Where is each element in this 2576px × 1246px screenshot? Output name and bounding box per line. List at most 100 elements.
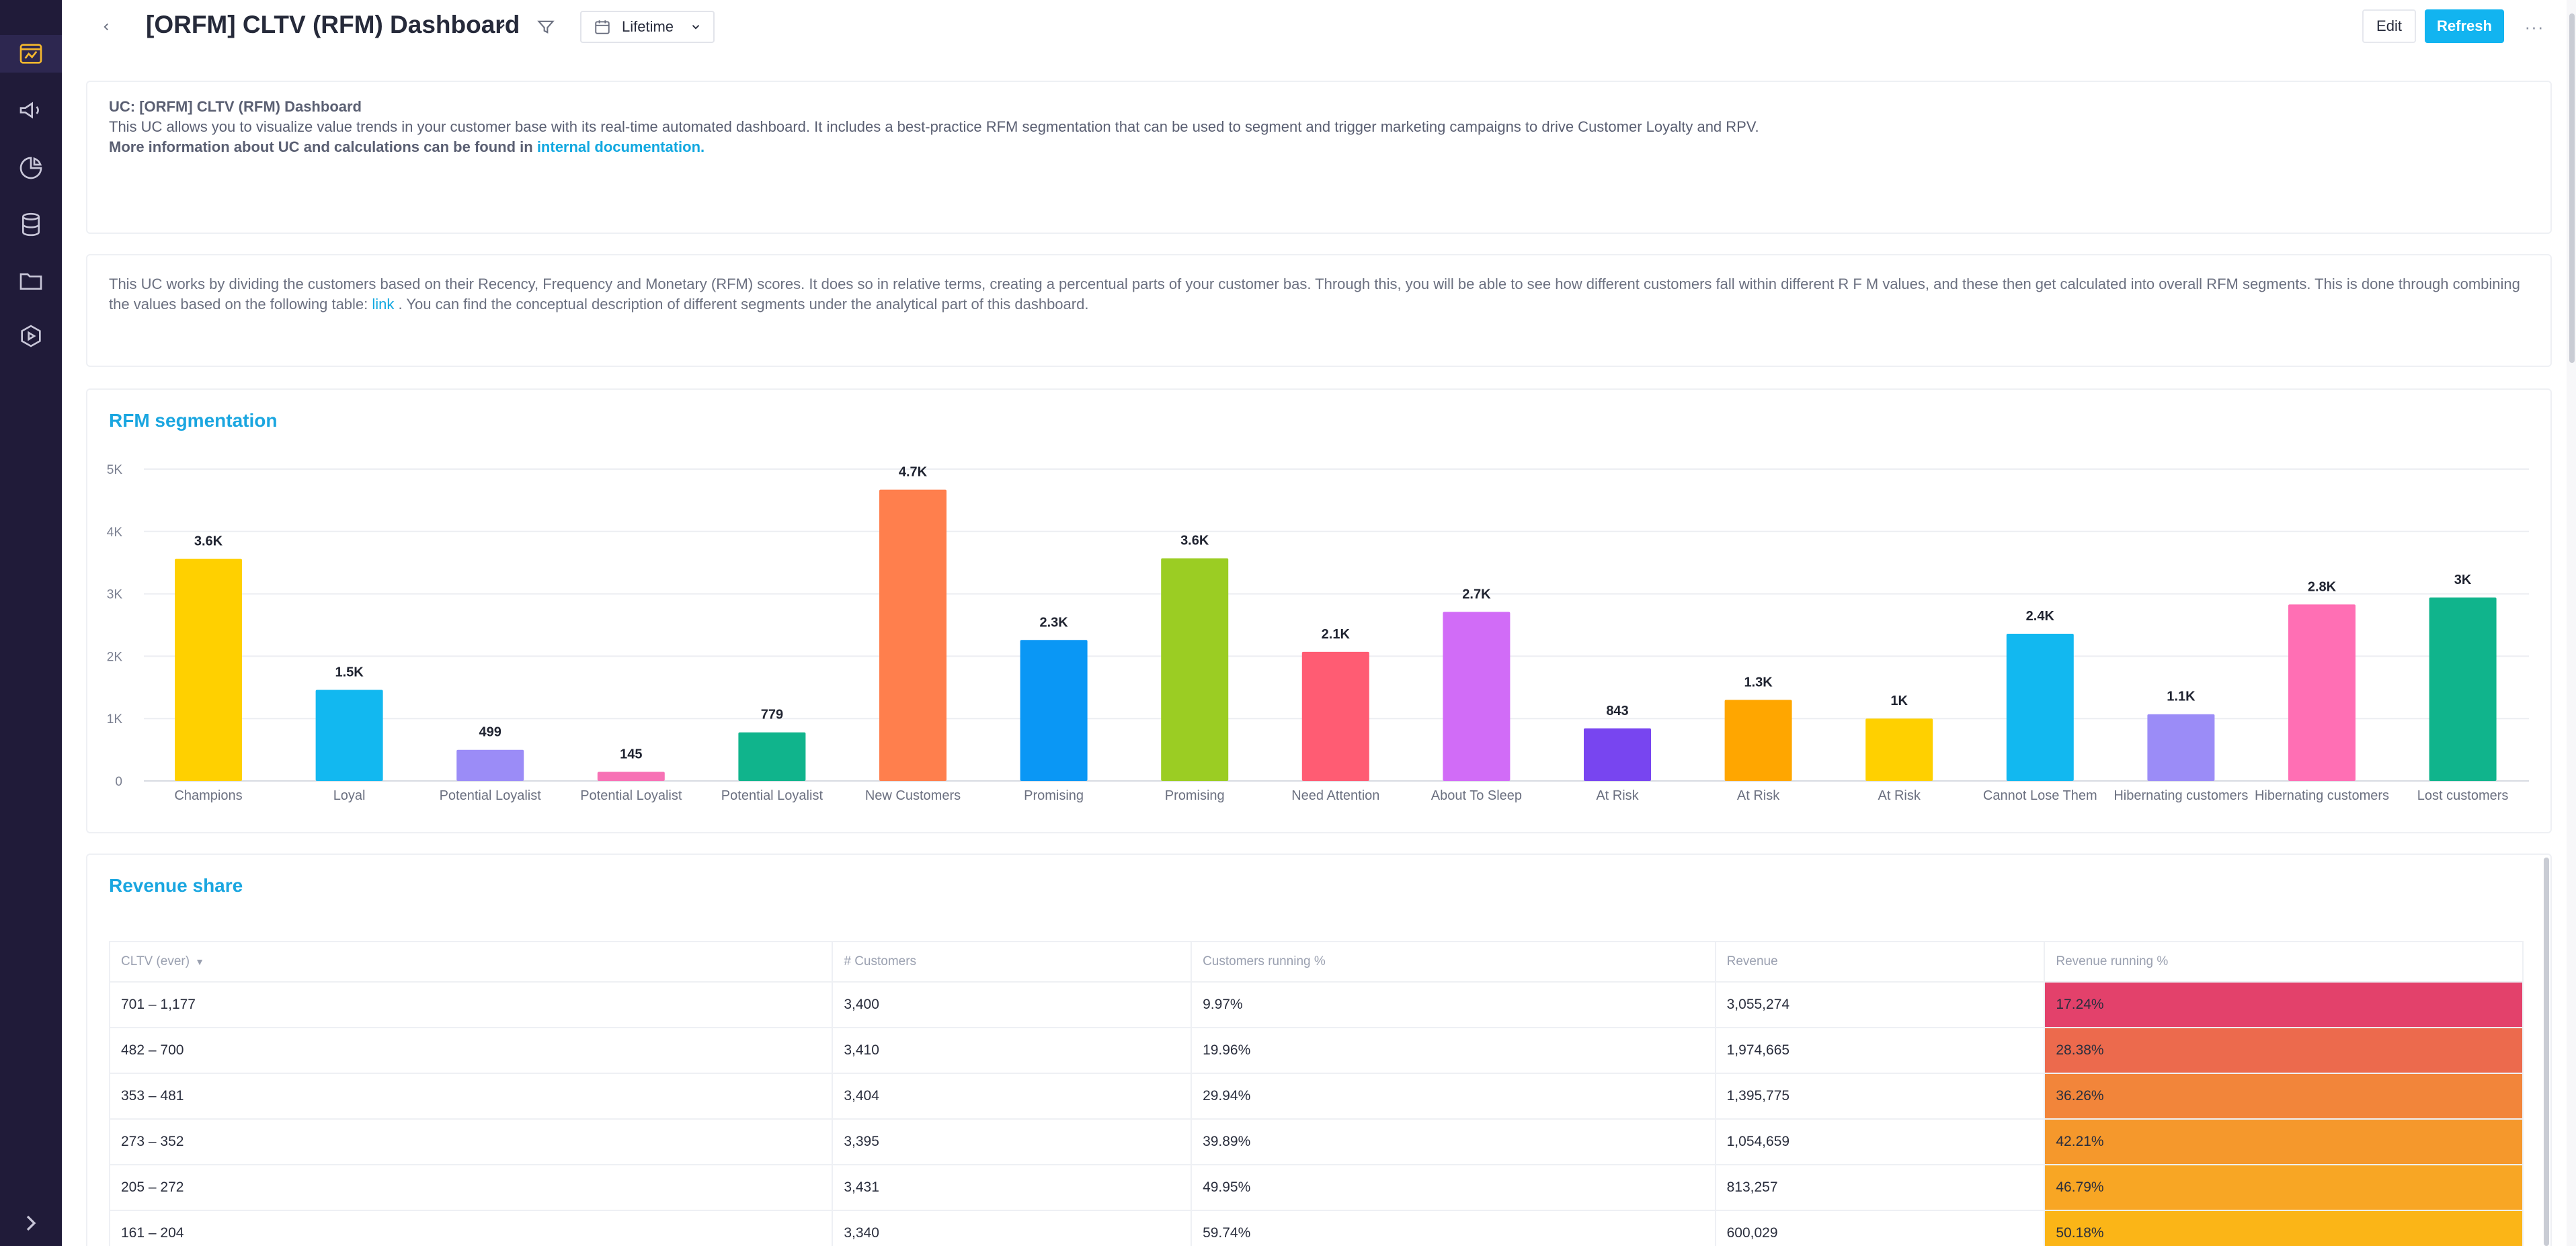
cell-cltv: 701 – 1,177 [108,981,834,1028]
rfm-segmentation-card: RFM segmentation 0 1K 2K 3K 4K 5K 3.6K Champion… [86,388,2552,833]
revenue-share-table: CLTV (ever) ▼ # Customers Customers runni… [108,941,2524,1246]
rfm-table-link[interactable]: link [372,296,395,313]
sidebar [0,0,62,1246]
bar-value-label: 779 [761,708,783,722]
database-icon[interactable] [15,208,47,241]
x-tick-label: Hibernating customers [2114,788,2248,803]
table-header-row: CLTV (ever) ▼ # Customers Customers runni… [108,941,2524,983]
pie-chart-icon[interactable] [15,152,47,184]
x-tick-label: At Risk [1737,788,1780,803]
bar[interactable] [1865,718,1933,781]
bar[interactable] [879,489,947,781]
more-options-button[interactable]: ··· [2524,16,2544,37]
refresh-button[interactable]: Refresh [2425,9,2504,43]
bar[interactable] [1020,640,1088,781]
revenue-share-card: Revenue share CLTV (ever) ▼ # Customers C… [86,854,2552,1246]
bar-value-label: 1.5K [335,665,364,680]
rfm-segmentation-chart: 0 1K 2K 3K 4K 5K 3.6K Champions 1.5K Loyal 499 Pote… [107,463,2529,803]
cell-revenue-running: 50.18% [2044,1210,2524,1246]
bar[interactable] [2288,604,2356,781]
bar[interactable] [1584,728,1651,781]
column-header-cltv[interactable]: CLTV (ever) ▼ [108,941,834,983]
chart-title: RFM segmentation [109,410,278,431]
cell-customers-running: 19.96% [1191,1027,1716,1074]
dashboard-icon[interactable] [15,38,47,70]
column-header-customers-running[interactable]: Customers running % [1191,941,1716,983]
cell-revenue: 3,055,274 [1714,981,2046,1028]
megaphone-icon[interactable] [15,94,47,126]
page-scrollbar-thumb[interactable] [2569,13,2575,363]
title-dropdown-button[interactable] [491,16,511,36]
x-tick-label: Promising [1024,788,1084,803]
x-tick-label: Cannot Lose Them [1983,788,2097,803]
bar-value-label: 1.3K [1744,675,1773,690]
y-tick-label: 5K [107,463,123,477]
y-tick-label: 0 [115,775,122,789]
bar[interactable] [2429,597,2497,781]
expand-sidebar-icon[interactable] [15,1210,47,1237]
rfm-explanation-card: This UC works by dividing the customers … [86,254,2552,367]
bar[interactable] [456,749,524,781]
back-button[interactable] [94,15,118,39]
bar-value-label: 1.1K [2167,690,2196,704]
uc-description-card: UC: [ORFM] CLTV (RFM) Dashboard This UC … [86,81,2552,234]
bar[interactable] [1724,700,1792,781]
bar[interactable] [1443,612,1511,781]
rfm-explanation-text-end: . You can find the conceptual descriptio… [394,296,1089,313]
x-tick-label: Loyal [333,788,366,803]
column-header-customers[interactable]: # Customers [832,941,1193,983]
table-row: 205 – 272 3,431 49.95% 813,257 46.79% [108,1164,2524,1211]
cell-revenue: 1,974,665 [1714,1027,2046,1074]
chevron-down-icon [690,21,702,33]
table-row: 701 – 1,177 3,400 9.97% 3,055,274 17.24% [108,981,2524,1028]
bar[interactable] [1161,558,1229,781]
bar[interactable] [2147,714,2215,781]
bar[interactable] [2006,633,2074,781]
cell-customers-running: 49.95% [1191,1164,1716,1211]
x-tick-label: Potential Loyalist [580,788,682,803]
cell-customers: 3,340 [832,1210,1193,1246]
edit-button[interactable]: Edit [2362,9,2416,43]
bar-value-label: 3.6K [1180,534,1209,548]
bar[interactable] [175,558,242,781]
cell-customers: 3,431 [832,1164,1193,1211]
x-tick-label: At Risk [1878,788,1921,803]
bar-value-label: 1K [1890,694,1908,708]
y-tick-label: 4K [107,526,123,540]
dashboard-header: [ORFM] CLTV (RFM) Dashboard Lifetime Edi… [62,0,2576,55]
filter-button[interactable] [532,13,559,40]
date-range-selector[interactable]: Lifetime [580,11,715,43]
table-row: 482 – 700 3,410 19.96% 1,974,665 28.38% [108,1027,2524,1074]
x-tick-label: At Risk [1596,788,1639,803]
cell-cltv: 482 – 700 [108,1027,834,1074]
cell-revenue-running: 42.21% [2044,1118,2524,1165]
cell-cltv: 161 – 204 [108,1210,834,1246]
cell-revenue-running: 28.38% [2044,1027,2524,1074]
cell-customers: 3,400 [832,981,1193,1028]
x-tick-label: Potential Loyalist [721,788,823,803]
x-tick-label: About To Sleep [1431,788,1522,803]
bar[interactable] [597,772,665,781]
date-range-label: Lifetime [622,18,674,35]
internal-documentation-link[interactable]: internal documentation. [536,138,705,155]
cell-customers-running: 9.97% [1191,981,1716,1028]
bar-value-label: 3K [2454,573,2472,587]
folder-icon[interactable] [15,265,47,297]
bar-value-label: 2.8K [2308,579,2337,594]
calendar-icon [595,20,610,34]
y-tick-label: 2K [107,650,123,664]
cell-cltv: 353 – 481 [108,1073,834,1120]
play-icon[interactable] [15,320,47,352]
page-title: [ORFM] CLTV (RFM) Dashboard [146,11,520,38]
bar[interactable] [1301,651,1369,781]
table-scrollbar-thumb[interactable] [2544,858,2549,1246]
bar[interactable] [738,732,806,781]
bar-value-label: 145 [620,747,642,762]
column-header-revenue-running[interactable]: Revenue running % [2044,941,2524,983]
column-header-revenue[interactable]: Revenue [1714,941,2046,983]
bar-value-label: 3.6K [194,534,223,549]
bar-value-label: 4.7K [899,465,928,480]
rfm-explanation-text: This UC works by dividing the customers … [109,276,2520,313]
cell-cltv: 273 – 352 [108,1118,834,1165]
bar[interactable] [315,690,383,781]
